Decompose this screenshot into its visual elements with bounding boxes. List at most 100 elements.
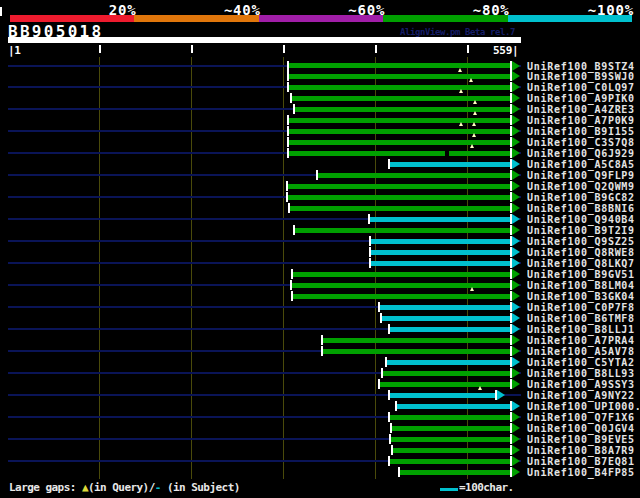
query-gap-marker-icon xyxy=(470,144,474,148)
hit-bar[interactable] xyxy=(380,382,510,387)
hit-bar[interactable] xyxy=(289,118,510,123)
ruler-tick xyxy=(99,45,101,53)
hit-start-tick xyxy=(381,368,383,378)
hit-arrowhead-icon xyxy=(512,401,520,411)
query-gap-marker-icon xyxy=(473,111,477,115)
hit-start-tick xyxy=(380,313,382,323)
hit-arrowhead-icon xyxy=(512,291,520,301)
hit-start-tick xyxy=(291,291,293,301)
hit-bar[interactable] xyxy=(371,250,510,255)
hit-bar[interactable] xyxy=(390,459,510,464)
watermark: AlignView.pm Beta rel.7 xyxy=(400,27,515,37)
hit-bar[interactable] xyxy=(390,393,495,398)
hit-bar[interactable] xyxy=(288,195,510,200)
hit-bar[interactable] xyxy=(289,140,510,145)
ruler-tick xyxy=(467,45,469,53)
hit-arrowhead-icon xyxy=(512,357,520,367)
hit-arrowhead-icon xyxy=(512,379,520,389)
hit-bar[interactable] xyxy=(380,305,510,310)
hit-arrowhead-icon xyxy=(512,126,520,136)
hit-start-tick xyxy=(321,346,323,356)
hit-arrowhead-icon xyxy=(512,137,520,147)
hit-start-tick xyxy=(368,214,370,224)
hit-start-tick xyxy=(286,192,288,202)
hit-start-tick xyxy=(290,280,292,290)
hit-arrowhead-icon xyxy=(512,148,520,158)
hit-arrowhead-icon xyxy=(512,214,520,224)
hit-bar[interactable] xyxy=(382,316,510,321)
hit-start-tick xyxy=(391,445,393,455)
hit-bar[interactable] xyxy=(289,63,510,68)
hit-bar[interactable] xyxy=(393,448,510,453)
scale-legend-label: =100char. xyxy=(459,481,514,494)
hit-bar[interactable] xyxy=(293,294,510,299)
scale-label-20%: 20% xyxy=(36,2,136,18)
hit-bar[interactable] xyxy=(295,107,510,112)
hit-start-tick xyxy=(321,335,323,345)
hit-bar[interactable] xyxy=(289,74,510,79)
gap-legend-text: Large gaps: ▲(in Query)/- (in Subject) xyxy=(9,481,240,494)
hit-bar[interactable] xyxy=(323,338,510,343)
hit-bar[interactable] xyxy=(295,228,510,233)
hit-start-tick xyxy=(316,170,318,180)
hit-bar[interactable] xyxy=(390,162,510,167)
hit-arrowhead-icon xyxy=(512,93,520,103)
hit-bar[interactable] xyxy=(371,239,510,244)
hit-start-tick xyxy=(287,61,289,71)
hit-bar[interactable] xyxy=(390,327,510,332)
hit-arrowhead-icon xyxy=(512,236,520,246)
hit-bar[interactable] xyxy=(397,404,510,409)
scale-label-80%: ~80% xyxy=(410,2,510,18)
hit-start-tick xyxy=(378,302,380,312)
hit-bar[interactable] xyxy=(390,415,510,420)
scale-label-40%: ~40% xyxy=(161,2,261,18)
query-bar xyxy=(8,37,521,43)
hit-start-tick xyxy=(286,181,288,191)
hit-bar[interactable] xyxy=(387,360,510,365)
hit-arrowhead-icon xyxy=(512,115,520,125)
hit-start-tick xyxy=(287,137,289,147)
hit-arrowhead-icon xyxy=(512,170,520,180)
hit-start-tick xyxy=(389,434,391,444)
hit-bar[interactable] xyxy=(289,151,510,156)
hit-arrowhead-icon xyxy=(512,313,520,323)
hit-start-tick xyxy=(378,379,380,389)
hit-bar[interactable] xyxy=(370,217,510,222)
hit-start-tick xyxy=(395,401,397,411)
query-gap-marker-icon xyxy=(470,287,474,291)
hit-bar[interactable] xyxy=(318,173,510,178)
hit-start-tick xyxy=(388,390,390,400)
hit-bar[interactable] xyxy=(391,437,510,442)
hit-bar[interactable] xyxy=(289,85,510,90)
hit-arrowhead-icon xyxy=(512,269,520,279)
query-gap-marker-icon xyxy=(472,122,476,126)
hit-start-tick xyxy=(293,104,295,114)
hit-start-tick xyxy=(287,148,289,158)
hit-arrowhead-icon xyxy=(512,181,520,191)
hit-arrowhead-icon xyxy=(512,412,520,422)
hit-arrowhead-icon xyxy=(512,192,520,202)
hit-bar[interactable] xyxy=(289,129,510,134)
hit-arrowhead-icon xyxy=(512,247,520,257)
query-gap-marker-icon xyxy=(469,78,473,82)
ruler-tick xyxy=(375,45,377,53)
hit-start-tick xyxy=(388,412,390,422)
hit-bar[interactable] xyxy=(292,96,510,101)
hit-start-tick xyxy=(287,126,289,136)
hit-start-tick xyxy=(385,357,387,367)
hit-bar[interactable] xyxy=(371,261,510,266)
hit-bar[interactable] xyxy=(292,283,510,288)
hit-bar[interactable] xyxy=(290,206,510,211)
hit-label[interactable]: UniRef100_B4FP85 xyxy=(527,467,635,480)
hit-bar[interactable] xyxy=(392,426,510,431)
hit-arrowhead-icon xyxy=(512,104,520,114)
hit-bar[interactable] xyxy=(400,470,510,475)
hit-bar[interactable] xyxy=(323,349,510,354)
query-gap-marker-icon xyxy=(459,122,463,126)
hit-bar[interactable] xyxy=(383,371,510,376)
hit-start-tick xyxy=(398,467,400,477)
hit-arrowhead-icon xyxy=(512,61,520,71)
hit-bar[interactable] xyxy=(288,184,510,189)
hit-start-tick xyxy=(291,269,293,279)
hit-bar[interactable] xyxy=(293,272,510,277)
